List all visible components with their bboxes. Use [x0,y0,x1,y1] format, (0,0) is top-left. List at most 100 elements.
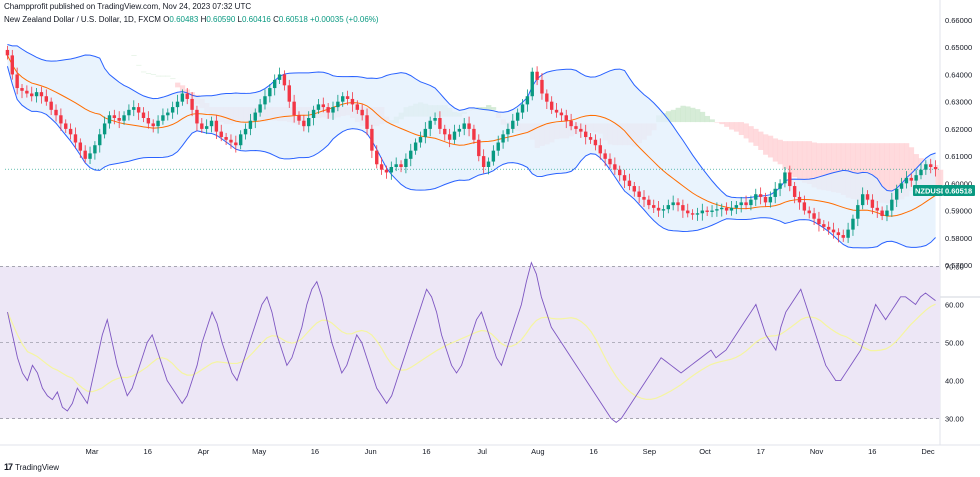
candle-body [841,235,845,238]
candle-body [195,109,199,124]
candle-body [637,191,641,197]
time-axis[interactable]: Mar 16 Apr May 16 Jun 16 Jul Aug 16 Sep Oct 17 Nov 16 D… [86,447,935,456]
candle-body [151,123,155,127]
price-tick-label: 0.61000 [945,152,972,161]
cloud-slice [899,143,905,200]
price-tick-label: 0.60000 [945,179,972,188]
candle-body [875,207,879,211]
time-tick-label: 16 [144,447,152,456]
candle-body [894,188,899,200]
cloud-slice [175,82,181,88]
cloud-slice [835,143,842,193]
candle-body [307,118,311,127]
candle-body [10,55,14,75]
candle-body [763,196,768,203]
price-axis[interactable]: 0.66000 0.65000 0.64000 0.63000 0.62000 0.610… [945,16,972,270]
candle-body [452,131,457,140]
candle-body [34,92,39,97]
cloud-slice [772,138,779,162]
cloud-slice [486,105,492,110]
candle-body [797,196,802,203]
price-tag-price: 0.60518 [945,187,972,196]
cloud-slice [903,143,910,197]
candle-body [880,210,884,216]
time-tick-label: 16 [311,447,319,456]
candle-body [695,213,700,215]
price-tick-label: 0.58000 [945,234,972,243]
candle-body [331,107,335,113]
symbol-legend: New Zealand Dollar / U.S. Dollar, 1D, FX… [4,15,379,27]
cloud-slice [490,107,497,110]
candle-body [272,79,277,89]
cloud-slice [777,139,783,165]
candle-body [870,199,875,208]
price-tag-symbol: NZDUSD [915,187,947,196]
candle-body [768,196,773,203]
candle-body [501,134,505,143]
tradingview-footer: 17 TradingView [4,462,59,472]
cloud-slice [145,73,152,74]
cloud-slice [884,143,890,204]
rsi-tick-label: 40.00 [945,377,964,386]
candle-body [336,101,340,108]
cloud-slice [155,75,161,77]
candle-body [292,101,296,116]
candle-body [302,120,306,127]
time-tick-label: 16 [868,447,876,456]
candle-body [122,115,126,121]
candle-body [554,109,559,113]
legend-high-label: H [200,15,207,24]
legend-low-label: L [237,15,242,24]
candle-body [583,131,588,138]
cloud-slice [680,105,686,123]
price-tag: NZDUSD 0.60518 [913,185,975,196]
rsi-axis[interactable]: 70.00 60.00 50.00 40.00 30.00 [945,262,964,423]
cloud-slice [869,143,876,203]
cloud-slice [787,141,793,174]
candle-body [720,207,724,210]
legend-instrument[interactable]: New Zealand Dollar / U.S. Dollar, 1D, FX… [4,15,161,24]
candle-body [132,107,136,110]
rsi-tick-label: 30.00 [945,415,964,424]
legend-close-value: 0.60518 [278,15,308,24]
candle-body [700,210,705,214]
cloud-slice [136,64,142,66]
candle-body [20,88,24,91]
candle-body [341,96,345,102]
candle-body [229,139,233,143]
candle-body [598,145,602,154]
time-tick-label: Nov [810,447,824,456]
cloud-slice [792,141,798,178]
candle-body [107,115,112,124]
cloud-slice [782,141,788,170]
candle-body [914,175,918,181]
candle-body [851,218,855,230]
candle-body [472,128,476,140]
tradingview-brand[interactable]: TradingView [15,462,60,472]
candle-body [219,131,223,138]
cloud-slice [150,74,157,75]
candle-body [297,115,301,121]
candle-body [477,139,481,157]
candle-body [860,194,865,206]
candle-body [370,128,374,151]
cloud-slice [767,135,774,158]
candle-body [652,205,656,208]
cloud-slice [729,122,735,130]
candle-body [919,169,923,176]
candle-body [613,164,617,170]
candle-body [224,137,228,140]
candle-body [715,209,719,211]
cloud-slice [709,119,715,123]
candle-body [5,49,10,56]
candle-body [831,229,836,233]
candle-body [608,158,612,165]
candle-body [350,98,355,105]
cloud-slice [806,141,813,185]
candle-body [890,199,894,211]
candle-body [73,134,78,143]
candle-body [248,120,253,129]
cloud-slice [938,169,944,196]
candle-body [345,96,350,99]
